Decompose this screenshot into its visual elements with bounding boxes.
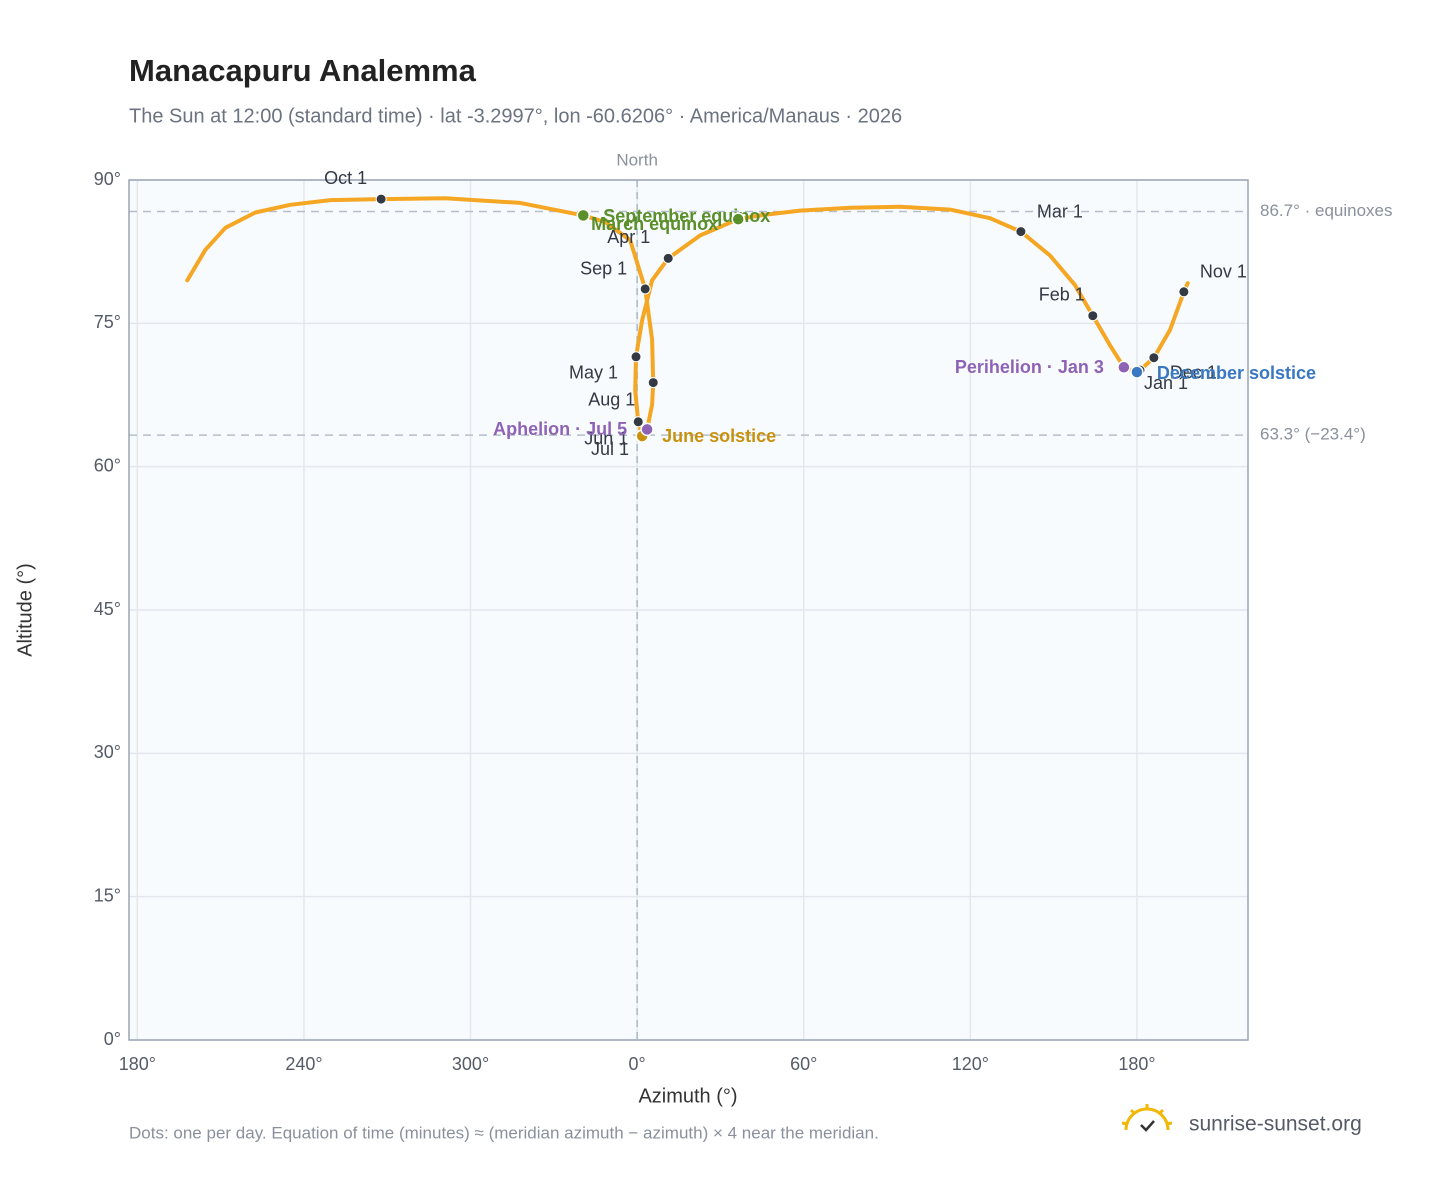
event-label: March equinox [591, 214, 718, 234]
month-label: Sep 1 [580, 259, 627, 279]
x-tick-label: 120° [952, 1054, 989, 1074]
event-marker [576, 208, 591, 223]
month-marker [1178, 286, 1190, 298]
month-label: Nov 1 [1200, 262, 1247, 282]
reference-label: 63.3° (−23.4°) [1260, 425, 1366, 444]
month-label: Mar 1 [1037, 201, 1083, 221]
footnote: Dots: one per day. Equation of time (min… [129, 1123, 879, 1142]
month-label: Apr 1 [607, 227, 650, 247]
chart-title: Manacapuru Analemma [129, 53, 477, 88]
brand-logo [1121, 1104, 1173, 1132]
x-tick-label: 240° [285, 1054, 322, 1074]
brand-name: sunrise-sunset.org [1189, 1113, 1362, 1136]
meridian-label: North [616, 150, 658, 169]
month-marker [647, 377, 659, 389]
month-marker [632, 416, 644, 428]
x-axis-label: Azimuth (°) [638, 1085, 737, 1107]
month-label: Feb 1 [1039, 284, 1085, 304]
month-label: Oct 1 [324, 168, 367, 188]
event-marker [1130, 365, 1144, 379]
month-label: Jan 1 [1144, 373, 1188, 393]
x-tick-label: 300° [452, 1054, 489, 1074]
month-label: Jun 1 [584, 429, 628, 449]
x-tick-label: 60° [790, 1054, 817, 1074]
month-marker [375, 193, 387, 205]
grid [129, 179, 1248, 1041]
month-marker [1148, 352, 1160, 364]
event-label: June solstice [662, 426, 776, 446]
y-tick-label: 15° [94, 885, 121, 905]
y-tick-label: 45° [94, 599, 121, 619]
y-tick-label: 30° [94, 742, 121, 762]
event-marker [731, 212, 745, 226]
event-label: Perihelion · Jan 3 [955, 357, 1104, 377]
y-tick-label: 60° [94, 455, 121, 475]
x-tick-label: 180° [1118, 1054, 1155, 1074]
event-label: December solstice [1157, 363, 1316, 383]
y-tick-label: 75° [94, 312, 121, 332]
reference-label: 86.7° · equinoxes [1260, 201, 1393, 220]
month-marker [1015, 226, 1027, 238]
month-marker [1087, 310, 1099, 322]
analemma-curve [185, 196, 1139, 439]
y-axis-label: Altitude (°) [14, 563, 36, 657]
month-marker [639, 283, 651, 295]
y-tick-label: 90° [94, 169, 121, 189]
event-marker [640, 422, 654, 437]
month-label: May 1 [569, 363, 618, 383]
event-label: September equinox [603, 206, 770, 226]
month-label: Jul 1 [591, 439, 629, 459]
month-marker [662, 252, 674, 264]
chart-subtitle: The Sun at 12:00 (standard time) · lat -… [129, 105, 902, 127]
event-label: Aphelion · Jul 5 [493, 419, 627, 439]
month-label: Aug 1 [588, 389, 635, 409]
month-marker [630, 351, 642, 363]
x-tick-label: 0° [629, 1054, 646, 1074]
plot-border [128, 179, 1249, 1041]
y-tick-label: 0° [104, 1029, 121, 1049]
event-marker [1117, 360, 1131, 375]
x-tick-label: 180° [119, 1054, 156, 1074]
month-label: Dec 1 [1170, 362, 1217, 382]
